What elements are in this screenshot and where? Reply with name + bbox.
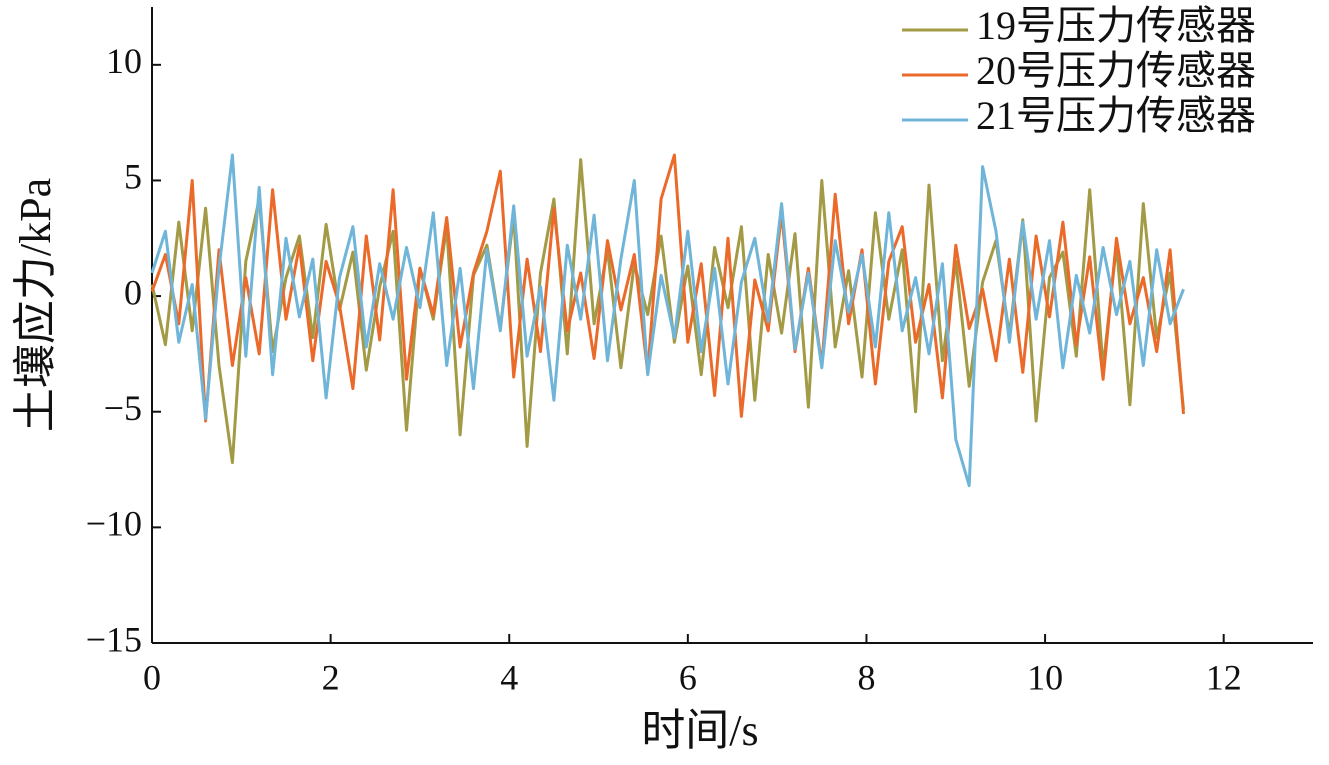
y-tick-label: −10 (86, 504, 142, 544)
x-tick-label: 12 (1206, 657, 1242, 697)
y-tick-label: 10 (106, 41, 142, 81)
y-tick-label: 0 (124, 272, 142, 312)
x-tick-label: 10 (1027, 657, 1063, 697)
x-axis-label: 时间/s (641, 706, 758, 755)
x-tick-label: 6 (679, 657, 697, 697)
series-line (150, 153, 1185, 488)
x-tick-label: 8 (857, 657, 875, 697)
y-tick-label: −15 (86, 619, 142, 659)
x-tick-label: 2 (322, 657, 340, 697)
legend-label: 20号压力传感器 (976, 48, 1256, 93)
x-tick-label: 4 (500, 657, 518, 697)
y-tick-label: −5 (104, 388, 142, 428)
series-line (150, 153, 1185, 423)
legend-label: 21号压力传感器 (976, 93, 1256, 138)
legend-label: 19号压力传感器 (976, 3, 1256, 48)
y-axis-label: 土壤应力/kPa (11, 178, 60, 432)
x-tick-label: 0 (143, 657, 161, 697)
y-tick-label: 5 (124, 157, 142, 197)
